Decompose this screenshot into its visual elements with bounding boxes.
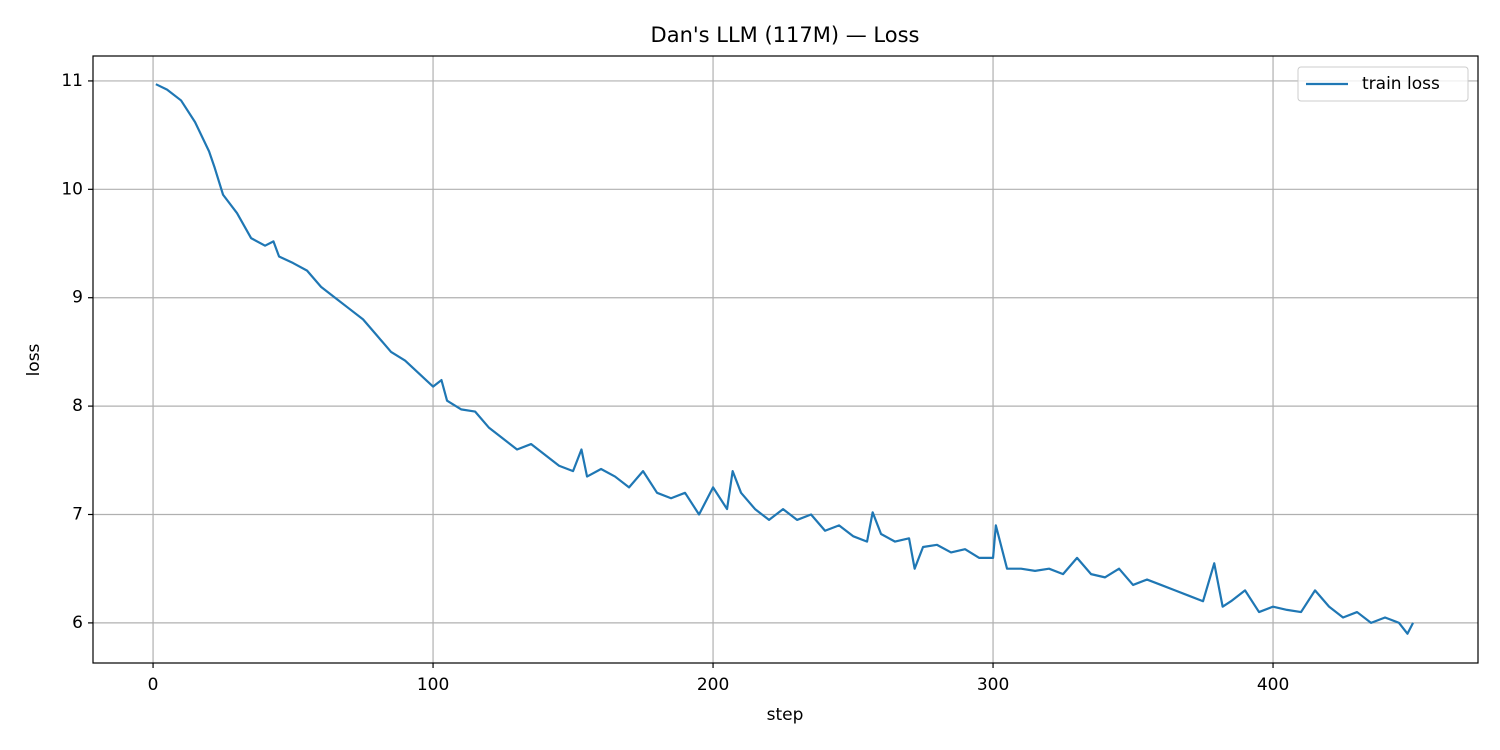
legend-box [1297, 66, 1469, 102]
x-axis-label: step [767, 705, 804, 725]
x-tick-label: 200 [697, 675, 729, 695]
x-tick-label: 0 [148, 675, 159, 695]
chart-title: Dan's LLM (117M) — Loss [651, 23, 920, 47]
x-tick-label: 400 [1257, 675, 1289, 695]
y-tick-label: 11 [61, 71, 83, 91]
data-line [155, 83, 1415, 635]
legend-label: train loss [1362, 74, 1440, 94]
y-tick-label: 6 [72, 613, 83, 633]
y-tick-label: 10 [61, 179, 83, 199]
y-tick-label: 8 [72, 396, 83, 416]
y-tick-label: 9 [72, 288, 83, 308]
y-tick-label: 7 [72, 505, 83, 525]
x-tick-label: 100 [417, 675, 449, 695]
x-tick-label: 300 [977, 675, 1009, 695]
y-axis-label: loss [24, 343, 44, 376]
plot-frame [92, 55, 1479, 664]
